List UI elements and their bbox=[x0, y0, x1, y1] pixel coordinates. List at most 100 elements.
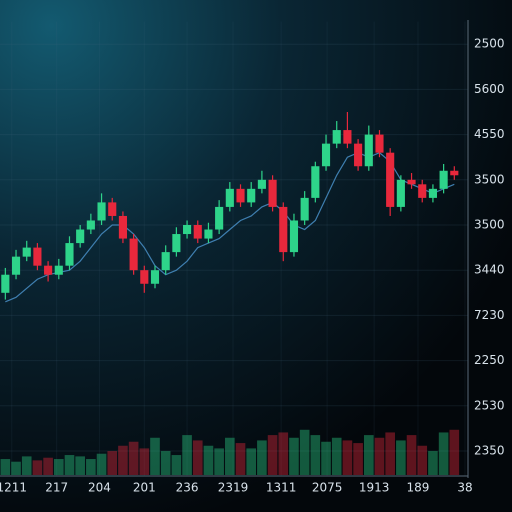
volume-bar bbox=[160, 451, 171, 475]
volume-bar bbox=[11, 461, 21, 475]
y-tick-label: 2350 bbox=[474, 444, 505, 458]
x-tick-label: 1913 bbox=[359, 481, 390, 495]
candle-body bbox=[22, 247, 31, 257]
volume-bar bbox=[289, 437, 299, 475]
candle-body bbox=[44, 265, 53, 275]
volume-bar bbox=[428, 451, 438, 475]
volume-bar bbox=[342, 440, 353, 475]
candle-body bbox=[354, 143, 363, 167]
candle-body bbox=[225, 188, 234, 207]
candle-body bbox=[439, 170, 448, 189]
candle-body bbox=[33, 247, 42, 266]
x-tick-label: 236 bbox=[176, 481, 199, 495]
volume-bar bbox=[353, 443, 363, 475]
candle-body bbox=[108, 202, 117, 216]
volume-bar bbox=[396, 440, 406, 475]
volume-bar bbox=[406, 435, 417, 475]
volume-bar bbox=[75, 456, 85, 475]
x-tick-label: 1311 bbox=[266, 481, 297, 495]
volume-bar bbox=[331, 437, 342, 475]
volume-bar bbox=[86, 459, 96, 475]
volume-bar bbox=[267, 435, 278, 475]
candle-body bbox=[54, 265, 63, 275]
candle-body bbox=[76, 229, 85, 244]
volume-bar bbox=[43, 457, 53, 475]
volume-bar bbox=[139, 448, 150, 475]
y-tick-label: 3500 bbox=[474, 172, 505, 186]
y-tick-label: 3500 bbox=[474, 218, 505, 232]
candle-body bbox=[279, 206, 288, 253]
volume-bar bbox=[107, 451, 118, 475]
x-tick-label: 204 bbox=[88, 481, 111, 495]
volume-bar bbox=[214, 448, 224, 475]
candle-body bbox=[236, 188, 245, 203]
y-tick-label: 4550 bbox=[474, 127, 505, 141]
candle-body bbox=[65, 243, 74, 266]
volume-bar bbox=[278, 432, 289, 475]
y-tick-label: 2250 bbox=[474, 353, 505, 367]
y-tick-label: 2530 bbox=[474, 398, 505, 412]
x-tick-label: 189 bbox=[407, 481, 430, 495]
volume-bar bbox=[257, 440, 267, 475]
y-tick-label: 3440 bbox=[474, 263, 505, 277]
candle-body bbox=[407, 179, 416, 185]
volume-bar bbox=[192, 440, 203, 475]
candle-body bbox=[300, 197, 309, 221]
candle-body bbox=[364, 134, 373, 167]
x-tick-label: 38 bbox=[457, 481, 472, 495]
candle-body bbox=[140, 270, 149, 284]
candle-body bbox=[386, 152, 395, 207]
volume-bar bbox=[246, 448, 257, 475]
candle-body bbox=[150, 270, 160, 284]
candle-body bbox=[321, 143, 331, 167]
volume-bar bbox=[21, 456, 32, 475]
volume-bar bbox=[363, 435, 374, 475]
candle-body bbox=[97, 202, 106, 221]
candle-body bbox=[193, 225, 202, 239]
candle-body bbox=[332, 130, 341, 144]
candle-body bbox=[289, 220, 299, 253]
volume-bar bbox=[32, 460, 43, 475]
volume-bar bbox=[385, 432, 395, 475]
candle-body bbox=[343, 130, 352, 144]
candle-body bbox=[375, 134, 384, 153]
x-tick-label: 1211 bbox=[0, 481, 27, 495]
volume-bar bbox=[203, 445, 214, 475]
y-tick-label: 7230 bbox=[474, 308, 505, 322]
candle-body bbox=[204, 229, 213, 239]
volume-bar bbox=[235, 443, 246, 475]
volume-bar bbox=[310, 435, 321, 475]
x-tick-label: 2319 bbox=[218, 481, 249, 495]
candle-body bbox=[172, 234, 181, 253]
candle-body bbox=[418, 184, 427, 198]
candle-body bbox=[129, 238, 138, 271]
candle-body bbox=[215, 206, 224, 230]
candle-body bbox=[257, 179, 266, 189]
candle-body bbox=[311, 166, 320, 198]
x-tick-label: 2075 bbox=[312, 481, 343, 495]
candle-body bbox=[1, 274, 10, 293]
volume-bar bbox=[0, 459, 11, 475]
volume-bar bbox=[438, 432, 449, 475]
volume-bar bbox=[64, 455, 75, 475]
candle-body bbox=[86, 220, 95, 230]
volume-bar bbox=[53, 459, 64, 475]
candle-body bbox=[247, 188, 256, 203]
x-tick-label: 217 bbox=[45, 481, 68, 495]
y-tick-label: 5600 bbox=[474, 82, 505, 96]
volume-bar bbox=[321, 441, 331, 475]
candle-body bbox=[11, 256, 21, 275]
volume-bar bbox=[225, 437, 235, 475]
candle-body bbox=[161, 252, 170, 271]
volume-bar bbox=[128, 441, 139, 475]
volume-bar bbox=[118, 445, 128, 475]
volume-bar bbox=[150, 437, 160, 475]
volume-bar bbox=[449, 429, 460, 475]
volume-bar bbox=[171, 455, 182, 475]
volume-bar bbox=[96, 453, 107, 475]
candle-body bbox=[268, 179, 277, 207]
x-tick-label: 201 bbox=[133, 481, 156, 495]
